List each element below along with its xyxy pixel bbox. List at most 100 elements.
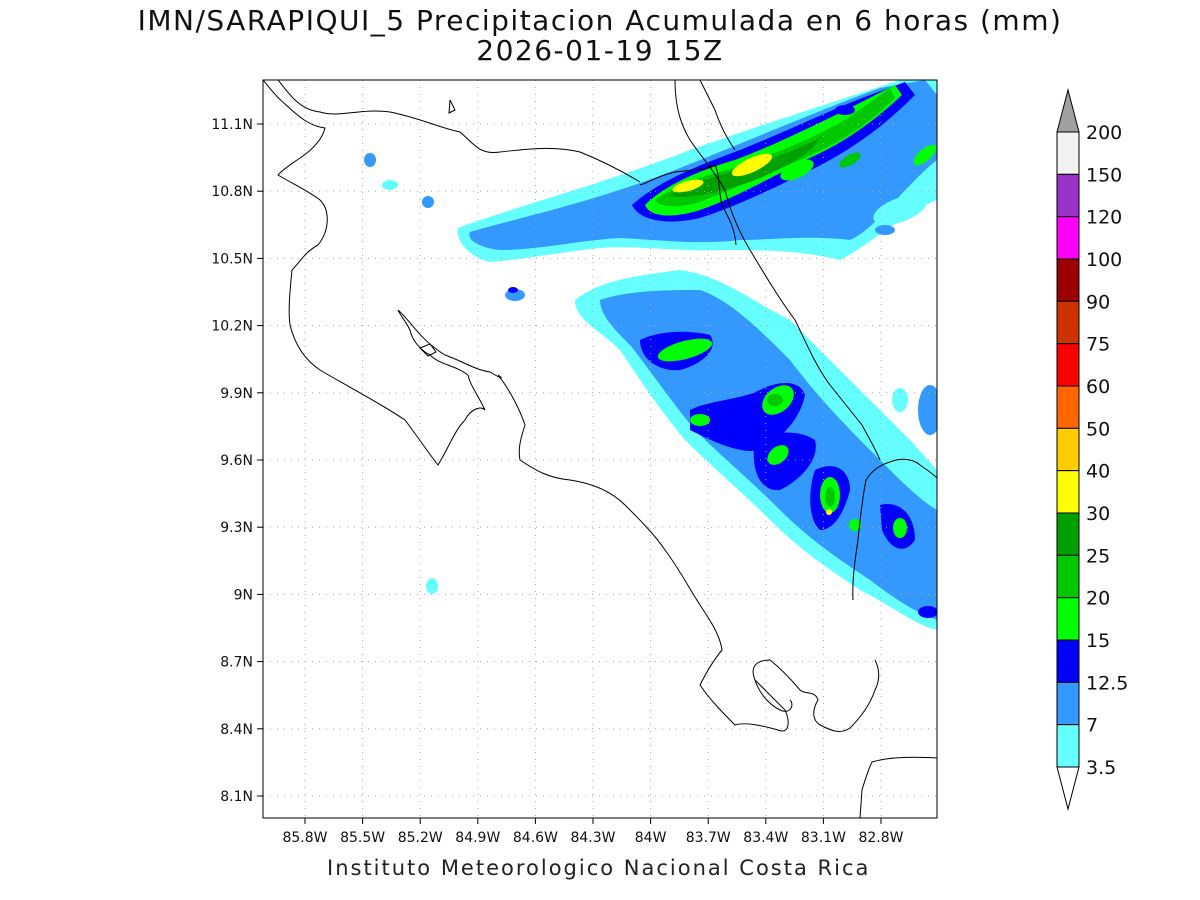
nicoya-island [419, 343, 437, 357]
precip-7-south-h [849, 519, 861, 531]
colorbar-label: 7 [1086, 715, 1098, 737]
coastlines-borders [263, 80, 937, 818]
colorbar-swatch [1056, 173, 1080, 218]
colorbar-label: 20 [1086, 588, 1110, 610]
caribbean-coast [674, 80, 881, 461]
colorbar-label: 40 [1086, 461, 1110, 483]
precip-12-5-north-d [835, 105, 855, 115]
precip-3-5-south-k [426, 578, 438, 594]
colorbar-label: 120 [1086, 207, 1122, 229]
osa-peninsula [754, 679, 793, 712]
precip-7-south-j [918, 385, 937, 435]
longitude-labels: 85.8W 85.5W 85.2W 84.9W 84.6W 84.3W 84W 83.7W 83… [282, 818, 904, 846]
precip-12-5-south-i [918, 606, 937, 618]
lat-tick-label: 10.8N [211, 184, 253, 200]
lake-nicaragua-shore [277, 80, 641, 183]
colorbar-top-arrow [1056, 88, 1080, 133]
precip-band-north [364, 80, 937, 262]
precipitation-field [364, 80, 937, 630]
colorbar: 200 150 120 100 90 75 60 50 40 30 25 20 15 12.5 7 3.5 [1056, 88, 1128, 811]
precip-band-south [426, 270, 937, 630]
precip-15-south-a [657, 338, 713, 362]
lat-tick-label: 10.2N [211, 319, 253, 335]
panama-pacific-coast [859, 756, 937, 818]
colorbar-swatch [1056, 216, 1080, 260]
lon-tick-label: 83.7W [686, 830, 731, 846]
lat-tick-label: 10.5N [211, 251, 253, 267]
lon-tick-label: 83.1W [801, 830, 846, 846]
colorbar-label: 90 [1086, 291, 1110, 313]
lon-tick-label: 84.3W [570, 830, 615, 846]
graticule [263, 80, 937, 818]
precip-15-south-c [690, 414, 710, 426]
colorbar-swatch [1056, 512, 1080, 556]
colorbar-label: 30 [1086, 503, 1110, 525]
colorbar-label: 12.5 [1086, 672, 1128, 694]
map-title: IMN/SARAPIQUI_5 Precipitacion Acumulada … [137, 4, 1063, 37]
precip-3-5-north-h [382, 180, 398, 190]
colorbar-swatch [1056, 724, 1080, 768]
map-frame [262, 79, 938, 819]
colorbar-label: 3.5 [1086, 757, 1116, 779]
lon-tick-label: 84.6W [513, 830, 558, 846]
nicaragua-costa-rica-border [263, 80, 328, 271]
precip-30-south-a [826, 509, 832, 515]
precip-3-5-north-g [364, 153, 376, 167]
colorbar-bottom-arrow [1056, 766, 1080, 811]
colorbar-label: 75 [1086, 334, 1110, 356]
colorbar-label: 25 [1086, 545, 1110, 567]
nicaragua-caribbean-coast [699, 80, 736, 151]
precip-15-south-d [767, 445, 789, 465]
lat-tick-label: 9.3N [220, 520, 253, 536]
colorbar-swatch [1056, 427, 1080, 472]
colorbar-label: 100 [1086, 249, 1122, 271]
precip-7-north-i [422, 196, 434, 208]
colorbar-label: 150 [1086, 164, 1122, 186]
colorbar-label: 50 [1086, 418, 1110, 440]
precip-25-north [668, 138, 820, 198]
colorbar-swatch [1056, 343, 1080, 387]
precip-15-south-f [893, 518, 907, 538]
lat-tick-label: 8.4N [220, 722, 253, 738]
precip-30-north-a [672, 179, 704, 193]
gulf-of-nicoya-inner [397, 309, 880, 732]
lat-tick-label: 8.7N [220, 655, 253, 671]
precip-20-south-a [767, 394, 783, 406]
lon-tick-label: 84.9W [455, 830, 500, 846]
footer-credit: Instituto Meteorologico Nacional Costa R… [327, 856, 871, 880]
precip-12-5-south-c [753, 432, 816, 491]
latitude-labels: 11.1N 10.8N 10.5N 10.2N 9.9N 9.6N 9.3N 9N 8.7N 8.… [211, 117, 263, 805]
lat-tick-label: 8.1N [220, 789, 253, 805]
precip-3-5-north-j [873, 195, 927, 225]
precip-20-north-e [839, 152, 861, 168]
lat-tick-label: 9.6N [220, 453, 253, 469]
precip-7-north-k [875, 225, 895, 235]
precip-3-5-south-l [892, 388, 908, 412]
lon-tick-label: 84W [635, 830, 667, 846]
lon-tick-label: 85.8W [282, 830, 327, 846]
lat-tick-label: 9N [234, 587, 253, 603]
colorbar-swatch [1056, 639, 1080, 683]
lat-tick-label: 11.1N [211, 117, 253, 133]
colorbar-swatch [1056, 258, 1080, 302]
precip-20-south-b [825, 487, 835, 507]
colorbar-swatch [1056, 681, 1080, 726]
colorbar-label: 15 [1086, 630, 1110, 652]
colorbar-swatch [1056, 385, 1080, 429]
colorbar-swatch [1056, 470, 1080, 514]
map-valid-time: 2026-01-19 15Z [476, 34, 724, 67]
colorbar-swatch [1056, 300, 1080, 345]
colorbar-swatch [1056, 597, 1080, 641]
lat-tick-label: 9.9N [220, 386, 253, 402]
colorbar-swatch [1056, 131, 1080, 175]
lon-tick-label: 83.4W [743, 830, 788, 846]
lon-tick-label: 82.8W [858, 830, 903, 846]
pacific-coast-nicoya [288, 269, 486, 466]
precip-30-north-b [731, 153, 773, 177]
lake-island-north [448, 99, 456, 114]
precip-15-north-f [913, 144, 937, 166]
precip-25-north-c [780, 159, 814, 181]
lon-tick-label: 85.2W [398, 830, 443, 846]
lon-tick-label: 85.5W [340, 830, 385, 846]
